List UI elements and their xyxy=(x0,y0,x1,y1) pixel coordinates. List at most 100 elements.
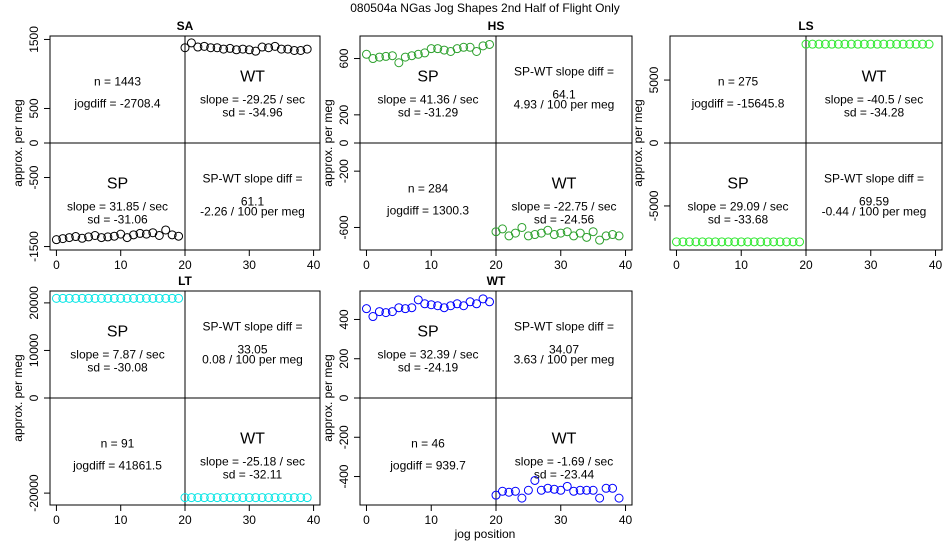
sp-point xyxy=(769,237,779,247)
sp-point xyxy=(174,293,184,303)
x-tick-label: 40 xyxy=(619,258,633,272)
wt-point xyxy=(180,43,190,53)
wt-point xyxy=(206,493,216,503)
sp-point xyxy=(129,230,139,240)
sp-point xyxy=(749,237,759,247)
x-tick-label: 10 xyxy=(425,513,439,527)
y-tick-label: 0 xyxy=(337,394,351,401)
sp-point xyxy=(387,307,397,317)
wt-point xyxy=(219,493,229,503)
wt-point xyxy=(820,39,830,49)
sp-point xyxy=(704,237,714,247)
quad-br-line1: slope = -25.18 / sec xyxy=(200,455,305,469)
quad-tr-line1: SP-WT slope diff = xyxy=(203,320,303,334)
x-tick-label: 0 xyxy=(673,258,680,272)
sp-point xyxy=(148,228,158,238)
wt-point xyxy=(193,493,203,503)
sp-point xyxy=(459,301,469,311)
sp-point xyxy=(96,233,106,243)
quad-br-line3: -2.26 / 100 per meg xyxy=(200,205,305,219)
figure-title: 080504a NGas Jog Shapes 2nd Half of Flig… xyxy=(350,1,620,15)
sp-point xyxy=(407,51,417,61)
quad-tl-line1: n = 275 xyxy=(718,75,759,89)
wt-point xyxy=(859,39,869,49)
y-tick-label: 0 xyxy=(27,394,41,401)
quad-tr-line1: slope = -40.5 / sec xyxy=(825,93,923,107)
quad-br-line1: SP-WT slope diff = xyxy=(203,172,303,186)
wt-point xyxy=(549,484,559,494)
sp-point xyxy=(58,234,68,244)
wt-point xyxy=(892,39,902,49)
wt-point xyxy=(238,493,248,503)
wt-point xyxy=(257,42,267,52)
x-tick-label: 20 xyxy=(178,258,192,272)
wt-point xyxy=(251,46,261,56)
wt-point xyxy=(582,485,592,495)
y-tick-label: 400 xyxy=(337,309,351,329)
y-tick-label: -600 xyxy=(337,215,351,239)
panel-wt: WT 0 10 20 30 40 -400 -200 0 200 400 approx. per me… xyxy=(321,274,633,527)
wt-point xyxy=(530,475,540,485)
wt-point xyxy=(588,485,598,495)
wt-point xyxy=(193,42,203,52)
y-tick-label: -5000 xyxy=(647,190,661,221)
x-tick-label: 0 xyxy=(53,258,60,272)
y-tick-label: 600 xyxy=(337,48,351,68)
quad-bl-line1: slope = 29.09 / sec xyxy=(687,200,788,214)
sp-point xyxy=(122,293,132,303)
quad-tl-big: SP xyxy=(417,324,438,341)
wt-point xyxy=(801,39,811,49)
quad-tr-line1: slope = -29.25 / sec xyxy=(200,93,305,107)
y-tick-label: 500 xyxy=(27,98,41,118)
sp-point xyxy=(90,231,100,241)
wt-point xyxy=(296,45,306,55)
sp-point xyxy=(717,237,727,247)
sp-point xyxy=(788,237,798,247)
wt-point xyxy=(219,44,229,54)
quad-tr-big: WT xyxy=(862,69,887,86)
y-tick-label: 200 xyxy=(337,105,351,125)
quad-br-line3: -0.44 / 100 per meg xyxy=(822,205,927,219)
y-tick-label: -200 xyxy=(337,425,351,449)
quad-tr-line2: 34.07 xyxy=(549,343,579,357)
quad-bl-line2: jogdiff = 939.7 xyxy=(389,459,466,473)
quad-br-line2: 69.59 xyxy=(859,195,889,209)
wt-point xyxy=(270,41,280,51)
panel-hs: HS 0 10 20 30 40 -600 -200 0 200 600 approx. per me… xyxy=(321,19,633,272)
quad-tr-line2: 33.05 xyxy=(237,343,267,357)
sp-point xyxy=(381,51,391,61)
wt-point xyxy=(186,38,196,48)
wt-point xyxy=(517,222,527,232)
sp-point xyxy=(116,293,126,303)
sp-point xyxy=(109,231,119,241)
wt-point xyxy=(510,486,520,496)
sp-point xyxy=(433,301,443,311)
quad-bl-line1: n = 46 xyxy=(411,437,445,451)
sp-point xyxy=(154,231,164,241)
quad-tl-line2: sd = -31.29 xyxy=(398,106,459,120)
wt-point xyxy=(556,485,566,495)
sp-point xyxy=(103,293,113,303)
quad-tl-line1: slope = 7.87 / sec xyxy=(70,348,164,362)
x-tick-label: 10 xyxy=(114,513,128,527)
sp-point xyxy=(762,237,772,247)
wt-point xyxy=(582,232,592,242)
wt-point xyxy=(276,493,286,503)
wt-point xyxy=(614,493,624,503)
quad-bl-big: SP xyxy=(727,176,748,193)
quad-tl-line2: sd = -30.08 xyxy=(87,361,148,375)
wt-point xyxy=(225,43,235,53)
sp-point xyxy=(58,293,68,303)
sp-point xyxy=(452,44,462,54)
y-tick-label: -1500 xyxy=(27,231,41,262)
wt-point xyxy=(244,493,254,503)
x-tick-label: 10 xyxy=(114,258,128,272)
sp-point xyxy=(103,232,113,242)
sp-point xyxy=(161,293,171,303)
y-axis-label: approx. per meg xyxy=(11,99,25,186)
quad-tl-line2: jogdiff = -15645.8 xyxy=(691,97,785,111)
sp-point xyxy=(64,233,74,243)
sp-point xyxy=(135,228,145,238)
